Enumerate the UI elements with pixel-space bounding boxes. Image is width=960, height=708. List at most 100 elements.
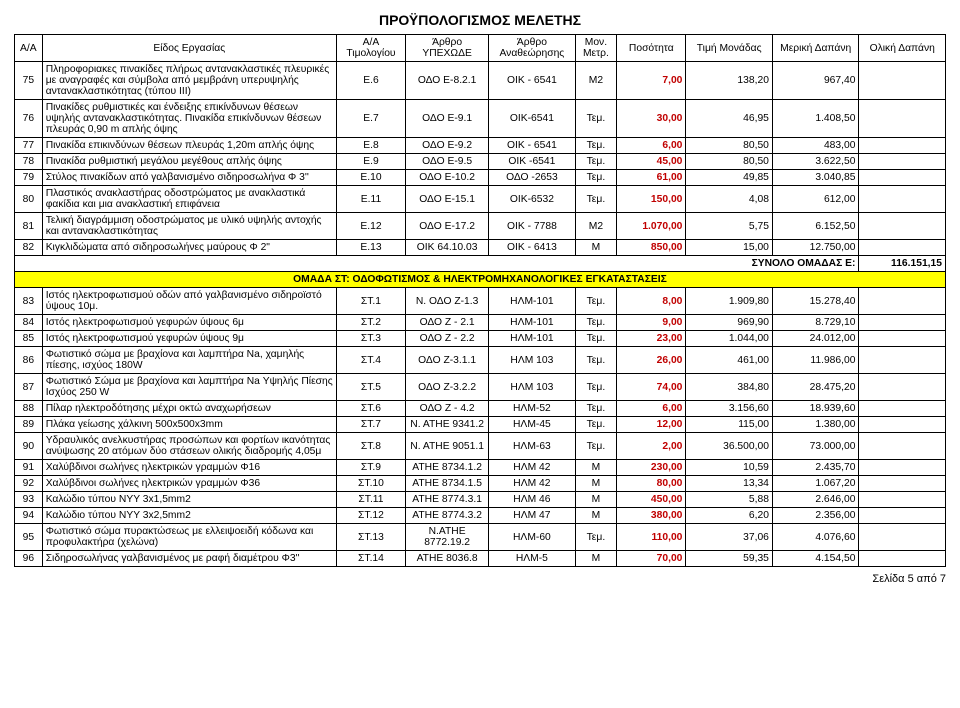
cell-ype: ΟΔΟ Ε-9.2 [406, 138, 489, 154]
cell-idx: 87 [15, 374, 43, 401]
col-part: Μερική Δαπάνη [772, 35, 859, 62]
cell-part: 11.986,00 [772, 347, 859, 374]
cell-mon: Τεμ. [575, 433, 617, 460]
table-row: 77Πινακίδα επικινδύνων θέσεων πλευράς 1,… [15, 138, 946, 154]
cell-desc: Πινακίδα ρυθμιστική μεγάλου μεγέθους απλ… [42, 154, 336, 170]
cell-tim: ΣΤ.8 [336, 433, 405, 460]
cell-part: 8.729,10 [772, 315, 859, 331]
table-row: 95Φωτιστικό σώμα πυρακτώσεως με ελλειψοε… [15, 524, 946, 551]
cell-price: 1.044,00 [686, 331, 773, 347]
table-row: 90Υδραυλικός ανελκυστήρας προσώπων και φ… [15, 433, 946, 460]
cell-mon: Μ [575, 508, 617, 524]
cell-idx: 89 [15, 417, 43, 433]
cell-ype: ΟΔΟ Ε-10.2 [406, 170, 489, 186]
cell-price: 115,00 [686, 417, 773, 433]
cell-ana: ΗΛΜ-5 [489, 551, 576, 567]
cell-mon: Τεμ. [575, 288, 617, 315]
cell-tim: Ε.12 [336, 213, 405, 240]
col-qty: Ποσότητα [617, 35, 686, 62]
cell-price: 3.156,60 [686, 401, 773, 417]
col-desc: Είδος Εργασίας [42, 35, 336, 62]
cell-tot [859, 347, 946, 374]
cell-ype: ΑΤΗΕ 8734.1.5 [406, 476, 489, 492]
cell-desc: Κιγκλιδώματα από σιδηροσωλήνες μαύρους Φ… [42, 240, 336, 256]
cell-tim: ΣΤ.1 [336, 288, 405, 315]
cell-qty: 850,00 [617, 240, 686, 256]
cell-mon: Μ [575, 476, 617, 492]
cell-ana: ΗΛΜ 103 [489, 374, 576, 401]
cell-desc: Ιστός ηλεκτροφωτισμού οδών από γαλβανισμ… [42, 288, 336, 315]
cell-desc: Καλώδιο τύπου ΝΥΥ 3x2,5mm2 [42, 508, 336, 524]
cell-tim: Ε.9 [336, 154, 405, 170]
cell-tot [859, 186, 946, 213]
cell-tim: Ε.11 [336, 186, 405, 213]
cell-mon: Τεμ. [575, 100, 617, 138]
table-row: 89Πλάκα γείωσης χάλκινη 500x500x3mmΣΤ.7Ν… [15, 417, 946, 433]
table-row: 78Πινακίδα ρυθμιστική μεγάλου μεγέθους α… [15, 154, 946, 170]
table-row: 81Τελική διαγράμμιση οδοστρώματος με υλι… [15, 213, 946, 240]
cell-qty: 45,00 [617, 154, 686, 170]
cell-ype: Ν.ΑΤΗΕ 8772.19.2 [406, 524, 489, 551]
cell-ana: ΟΙΚ-6541 [489, 100, 576, 138]
cell-part: 483,00 [772, 138, 859, 154]
col-ype: Άρθρο ΥΠΕΧΩΔΕ [406, 35, 489, 62]
cell-price: 5,88 [686, 492, 773, 508]
cell-idx: 90 [15, 433, 43, 460]
cell-mon: Μ2 [575, 213, 617, 240]
cell-ype: Ν. ΑΤΗΕ 9341.2 [406, 417, 489, 433]
cell-price: 59,35 [686, 551, 773, 567]
cell-idx: 86 [15, 347, 43, 374]
cell-mon: Τεμ. [575, 138, 617, 154]
page-footer: Σελίδα 5 από 7 [14, 573, 946, 585]
cell-price: 36.500,00 [686, 433, 773, 460]
cell-tot [859, 62, 946, 100]
cell-desc: Φωτιστικό σώμα με βραχίονα και λαμπτήρα … [42, 347, 336, 374]
cell-part: 967,40 [772, 62, 859, 100]
cell-desc: Πίλαρ ηλεκτροδότησης μέχρι οκτώ αναχωρήσ… [42, 401, 336, 417]
cell-idx: 91 [15, 460, 43, 476]
cell-ana: ΟΙΚ - 6413 [489, 240, 576, 256]
cell-price: 80,50 [686, 154, 773, 170]
cell-price: 969,90 [686, 315, 773, 331]
cell-idx: 83 [15, 288, 43, 315]
cell-qty: 7,00 [617, 62, 686, 100]
cell-ana: ΟΙΚ - 7788 [489, 213, 576, 240]
cell-ype: ΟΔΟ Ε-9.1 [406, 100, 489, 138]
col-tim: Α/Α Τιμολογίου [336, 35, 405, 62]
cell-qty: 30,00 [617, 100, 686, 138]
cell-tot [859, 551, 946, 567]
cell-idx: 75 [15, 62, 43, 100]
cell-price: 1.909,80 [686, 288, 773, 315]
cell-tot [859, 492, 946, 508]
cell-tim: Ε.6 [336, 62, 405, 100]
table-row: 87Φωτιστικό Σώμα με βραχίονα και λαμπτήρ… [15, 374, 946, 401]
table-row: 75Πληροφοριακες πινακίδες πλήρως αντανακ… [15, 62, 946, 100]
cell-ana: ΟΔΟ -2653 [489, 170, 576, 186]
cell-price: 138,20 [686, 62, 773, 100]
cell-mon: Μ2 [575, 62, 617, 100]
cell-tim: ΣΤ.3 [336, 331, 405, 347]
cell-tot [859, 154, 946, 170]
cell-tim: ΣΤ.14 [336, 551, 405, 567]
cell-ana: ΟΙΚ-6532 [489, 186, 576, 213]
cell-tot [859, 508, 946, 524]
table-row: 84Ιστός ηλεκτροφωτισμού γεφυρών ύψους 6μ… [15, 315, 946, 331]
cell-part: 12.750,00 [772, 240, 859, 256]
budget-table: Α/Α Είδος Εργασίας Α/Α Τιμολογίου Άρθρο … [14, 34, 946, 567]
cell-tot [859, 331, 946, 347]
table-row: 94Καλώδιο τύπου ΝΥΥ 3x2,5mm2ΣΤ.12ΑΤΗΕ 87… [15, 508, 946, 524]
cell-ana: ΗΛΜ-101 [489, 288, 576, 315]
cell-ana: ΗΛΜ-60 [489, 524, 576, 551]
cell-desc: Τελική διαγράμμιση οδοστρώματος με υλικό… [42, 213, 336, 240]
cell-idx: 85 [15, 331, 43, 347]
col-ana: Άρθρο Αναθεώρησης [489, 35, 576, 62]
cell-mon: Τεμ. [575, 524, 617, 551]
cell-qty: 6,00 [617, 401, 686, 417]
cell-tim: ΣΤ.2 [336, 315, 405, 331]
table-row: 92Χαλύβδινοι σωλήνες ηλεκτρικών γραμμών … [15, 476, 946, 492]
cell-idx: 76 [15, 100, 43, 138]
cell-mon: Τεμ. [575, 154, 617, 170]
cell-part: 2.356,00 [772, 508, 859, 524]
cell-price: 4,08 [686, 186, 773, 213]
cell-idx: 77 [15, 138, 43, 154]
